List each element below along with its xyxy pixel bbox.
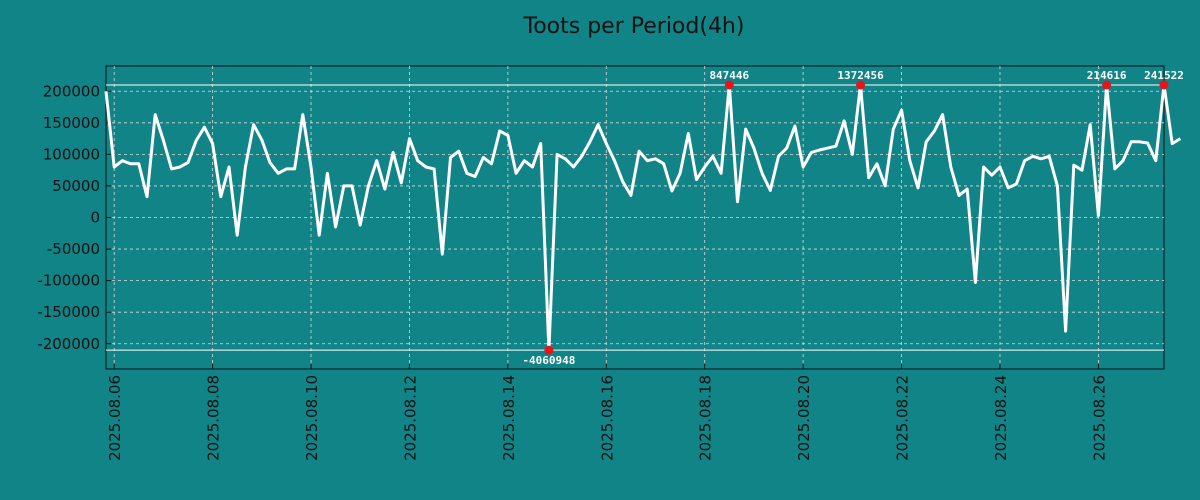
y-tick-label: -50000 [47, 240, 100, 258]
x-tick-label: 2025.08.22 [894, 375, 912, 461]
x-tick-label: 2025.08.12 [401, 375, 419, 461]
data-point-marker [544, 345, 554, 355]
data-point-marker [724, 80, 734, 90]
x-tick-label: 2025.08.16 [598, 375, 616, 461]
x-tick-label: 2025.08.20 [795, 375, 813, 461]
y-tick-label: 0 [90, 209, 100, 227]
y-tick-label: 200000 [43, 82, 100, 100]
x-tick-label: 2025.08.10 [303, 375, 321, 461]
data-point-marker [856, 80, 866, 90]
x-tick-label: 2025.08.18 [697, 375, 715, 461]
x-tick-label: 2025.08.24 [992, 375, 1010, 461]
y-tick-label: -100000 [37, 272, 100, 290]
data-label: 241522 [1144, 69, 1184, 82]
x-tick-label: 2025.08.06 [106, 375, 124, 461]
y-tick-label: -200000 [37, 335, 100, 353]
data-point-marker [1102, 80, 1112, 90]
chart-title: Toots per Period(4h) [523, 14, 745, 39]
data-label: 214616 [1087, 69, 1127, 82]
y-tick-label: 150000 [43, 114, 100, 132]
x-tick-label: 2025.08.26 [1090, 375, 1108, 461]
data-point-marker [1159, 80, 1169, 90]
data-label: 1372456 [837, 69, 884, 82]
series-line [104, 83, 1182, 352]
y-tick-label: -150000 [37, 303, 100, 321]
data-label: 847446 [709, 69, 749, 82]
data-label: -4060948 [522, 354, 575, 367]
x-tick-label: 2025.08.08 [205, 375, 223, 461]
x-tick-label: 2025.08.14 [500, 375, 518, 461]
y-tick-label: 50000 [52, 177, 100, 195]
y-tick-label: 100000 [43, 145, 100, 163]
